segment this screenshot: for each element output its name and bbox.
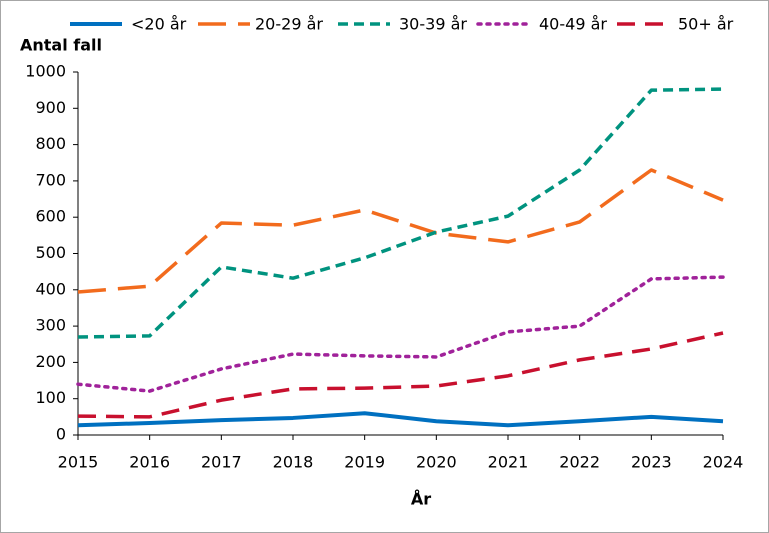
y-tick-label: 900 [35,98,66,117]
x-axis-title: År [411,490,431,509]
x-tick-label: 2015 [58,453,99,472]
y-tick-label: 1000 [25,62,66,81]
y-tick-label: 300 [35,316,66,335]
series-line [77,168,724,294]
y-tick-label: 800 [35,134,66,153]
series-line [77,411,724,428]
legend-label: 40-49 år [539,15,607,34]
x-tick-label: 2023 [631,453,672,472]
series-line [76,275,725,393]
y-tick-label: 600 [35,207,66,226]
y-tick-label: 400 [35,279,66,298]
y-axis-title: Antal fall [20,36,102,55]
x-tick-label: 2022 [559,453,600,472]
y-tick-label: 0 [56,425,66,444]
x-tick-label: 2020 [416,453,457,472]
legend-label: 20-29 år [255,15,323,34]
y-tick-label: 100 [35,388,66,407]
x-tick-label: 2018 [273,453,314,472]
x-tick-label: 2021 [488,453,529,472]
legend-label: 50+ år [678,15,734,34]
x-tick-label: 2017 [201,453,242,472]
y-tick-label: 500 [35,243,66,262]
series-line [77,87,724,339]
y-tick-label: 700 [35,170,66,189]
series-line [77,331,724,419]
x-tick-label: 2024 [703,453,744,472]
legend-label: <20 år [131,15,187,34]
y-tick-label: 200 [35,352,66,371]
x-tick-label: 2016 [129,453,170,472]
x-tick-label: 2019 [344,453,385,472]
legend-label: 30-39 år [399,15,467,34]
